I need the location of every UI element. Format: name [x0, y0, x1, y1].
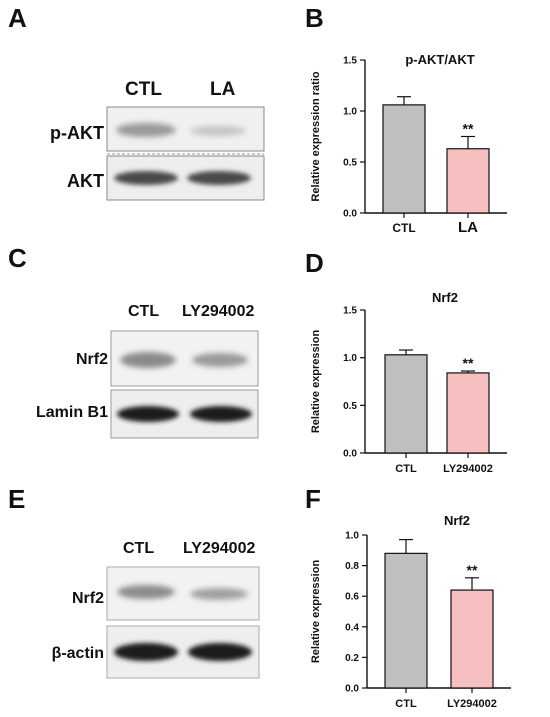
y-tick-label: 0.2 — [345, 653, 359, 664]
panel-letter-b: B — [305, 3, 324, 33]
band-nrf2-ly — [192, 353, 248, 367]
y-tick-label: 1.0 — [345, 531, 359, 542]
y-tick-label: 1.5 — [343, 306, 357, 317]
bar-chart-d: Nrf2 Relative expression 0.0 0.5 1.0 1.5 CTL LY… — [310, 290, 507, 475]
western-blot-a — [106, 106, 265, 201]
bar-ctl — [382, 104, 426, 214]
y-tick-label: 0.0 — [343, 449, 357, 460]
y-tick-label: 1.5 — [343, 56, 357, 67]
row-label-beta-actin: β-actin — [51, 645, 104, 662]
lane-label-ctl: CTL — [125, 79, 162, 100]
significance-marker: ** — [467, 562, 478, 578]
bar-la — [446, 148, 490, 214]
panel-letter-a: A — [8, 3, 27, 33]
band-lamin-ctl — [117, 406, 179, 422]
y-axis-label: Relative expression ratio — [310, 71, 322, 202]
band-nrf2-ctl — [117, 585, 175, 599]
band-actin-ly — [188, 643, 252, 661]
y-axis-label: Relative expression — [310, 330, 322, 434]
x-tick-label: CTL — [395, 463, 417, 475]
lane-label-ly294002: LY294002 — [183, 540, 256, 557]
x-tick-label: LA — [458, 219, 478, 236]
bar-ctl — [384, 354, 428, 454]
panel-letter-c: C — [8, 243, 27, 273]
western-blot-e — [106, 566, 260, 679]
x-tick-label: CTL — [392, 221, 415, 235]
chart-title: p-AKT/AKT — [405, 52, 474, 67]
y-axis-label: Relative expression — [310, 560, 322, 664]
western-blot-c — [110, 330, 259, 439]
row-label-lamin-b1: Lamin B1 — [35, 404, 108, 421]
bar-ly294002 — [446, 372, 490, 454]
y-tick-label: 0.6 — [345, 592, 359, 603]
y-tick-label: 0.8 — [345, 561, 359, 572]
y-tick-label: 0.5 — [343, 401, 357, 412]
panel-letter-f: F — [305, 484, 321, 514]
bar-ctl — [384, 552, 428, 689]
band-nrf2-ly — [190, 588, 248, 600]
chart-title: Nrf2 — [432, 290, 458, 305]
y-tick-label: 0.5 — [343, 158, 357, 169]
band-akt-la — [187, 171, 251, 185]
band-p-akt-la — [190, 126, 246, 136]
bar-ly294002 — [450, 589, 494, 689]
lane-label-la: LA — [210, 79, 236, 100]
row-label-nrf2: Nrf2 — [75, 351, 108, 368]
y-tick-label: 1.0 — [343, 107, 357, 118]
chart-title: Nrf2 — [444, 513, 470, 528]
y-tick-label: 1.0 — [343, 353, 357, 364]
band-actin-ctl — [114, 643, 178, 661]
band-lamin-ly — [190, 406, 252, 422]
row-label-akt: AKT — [67, 171, 104, 191]
row-label-p-akt: p-AKT — [50, 123, 104, 143]
x-tick-label: LY294002 — [447, 698, 497, 710]
panel-letter-e: E — [8, 484, 26, 514]
significance-marker: ** — [463, 121, 474, 137]
y-tick-label: 0.0 — [345, 684, 359, 695]
lane-label-ctl: CTL — [123, 540, 155, 557]
bar-chart-f: Nrf2 Relative expression 0.0 0.2 0.4 0.6 0.8 1.… — [310, 513, 511, 710]
x-tick-label: CTL — [395, 698, 417, 710]
row-label-nrf2: Nrf2 — [71, 590, 104, 607]
significance-marker: ** — [463, 355, 474, 371]
x-tick-label: LY294002 — [443, 463, 493, 475]
bar-chart-b: p-AKT/AKT Relative expression ratio 0.0 0.5… — [310, 52, 507, 236]
band-akt-ctl — [114, 171, 178, 185]
band-nrf2-ctl — [120, 352, 176, 368]
y-tick-label: 0.4 — [345, 622, 359, 633]
panel-letter-d: D — [305, 248, 324, 278]
lane-label-ly294002: LY294002 — [182, 303, 255, 320]
lane-label-ctl: CTL — [128, 303, 160, 320]
band-p-akt-ctl — [116, 123, 176, 137]
y-tick-label: 0.0 — [343, 209, 357, 220]
